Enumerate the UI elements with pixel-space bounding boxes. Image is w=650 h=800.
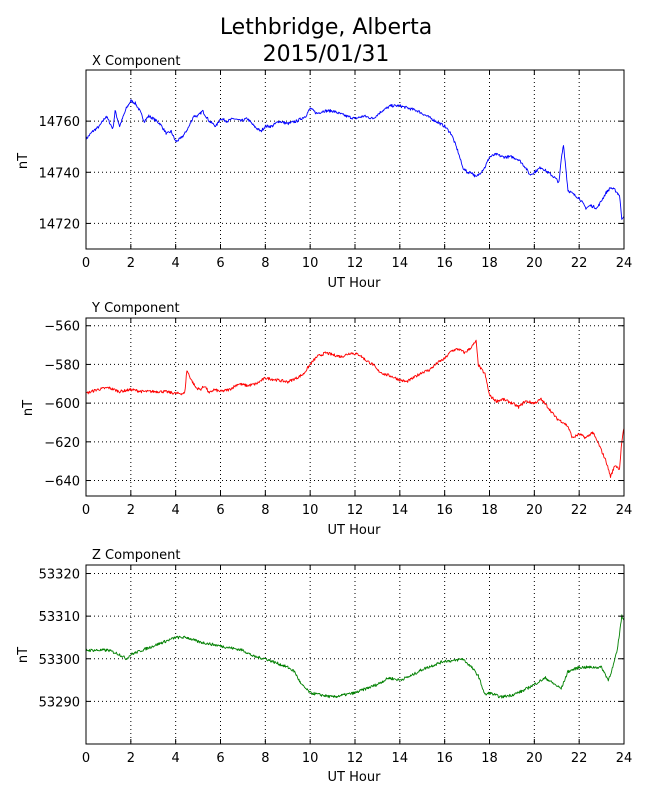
x-component-xtick-label: 22 [571,256,588,271]
z-component-xtick-label: 16 [436,751,453,766]
x-component-xtick-label: 24 [616,256,633,271]
y-component-ylabel: nT [21,400,36,416]
z-component-xtick-label: 22 [571,751,588,766]
x-component-ylabel: nT [16,153,31,169]
z-component-ytick-label: 53320 [39,568,80,583]
z-component-xtick-label: 8 [261,751,269,766]
z-component-ytick-label: 53300 [39,653,80,668]
z-component-series-line [85,614,625,699]
y-component-title: Y Component [91,301,180,316]
y-component-xtick-label: 2 [127,503,135,518]
z-component-ytick-label: 53310 [39,610,80,625]
z-component-xtick-label: 2 [127,751,135,766]
y-component-xlabel: UT Hour [328,523,382,538]
x-component-xtick-label: 2 [127,256,135,271]
z-component-ytick-label: 53290 [39,695,80,710]
y-component-ytick-label: −640 [44,475,80,490]
y-component-xtick-label: 24 [616,503,633,518]
y-component-xtick-label: 0 [82,503,90,518]
y-component-xtick-label: 18 [481,503,498,518]
z-component-xtick-label: 12 [347,751,364,766]
y-component-ytick-label: −600 [44,397,80,412]
y-component-ytick-label: −620 [44,436,80,451]
x-component-xtick-label: 20 [526,256,543,271]
y-component-xtick-label: 4 [172,503,180,518]
y-component-xtick-label: 22 [571,503,588,518]
y-component-ytick-label: −560 [44,320,80,335]
y-component-xtick-label: 8 [261,503,269,518]
z-component-xtick-label: 4 [172,751,180,766]
x-component-xlabel: UT Hour [328,276,382,291]
y-component-xtick-label: 14 [392,503,409,518]
x-component-xtick-label: 8 [261,256,269,271]
y-component-xtick-label: 6 [216,503,224,518]
x-component-ytick-label: 14760 [39,115,80,130]
y-component-ytick-label: −580 [44,358,80,373]
z-component-ylabel: nT [16,647,31,663]
z-component-title: Z Component [92,548,181,563]
figure-title-line1: Lethbridge, Alberta [220,15,432,40]
z-component-xtick-label: 24 [616,751,633,766]
y-component-series-line [85,339,625,479]
x-component-ytick-label: 14740 [39,166,80,181]
x-component-xtick-label: 16 [436,256,453,271]
x-component-xtick-label: 4 [172,256,180,271]
z-component-xtick-label: 20 [526,751,543,766]
z-component-panel: Z Component UT Hour nT 0 2 4 6 8 10 12 14 16 18 20… [16,548,632,785]
z-component-xtick-label: 0 [82,751,90,766]
x-component-xtick-label: 0 [82,256,90,271]
y-component-xtick-label: 10 [302,503,319,518]
y-component-xtick-label: 12 [347,503,364,518]
x-component-series-line [85,99,625,220]
x-component-panel: X Component UT Hour nT 0 2 4 6 8 10 12 14 16 18 20… [16,54,632,291]
x-component-title: X Component [92,54,181,69]
x-component-ytick-label: 14720 [39,217,80,232]
z-component-xtick-label: 6 [216,751,224,766]
y-component-xtick-label: 16 [436,503,453,518]
x-component-xtick-label: 6 [216,256,224,271]
z-component-xtick-label: 10 [302,751,319,766]
y-component-panel: Y Component UT Hour nT 0 2 4 6 8 10 12 14 16 18 20… [21,301,632,538]
z-component-xlabel: UT Hour [328,770,382,785]
x-component-xtick-label: 12 [347,256,364,271]
x-component-xtick-label: 10 [302,256,319,271]
figure-title-line2: 2015/01/31 [263,42,390,67]
y-component-xtick-label: 20 [526,503,543,518]
z-component-xtick-label: 18 [481,751,498,766]
x-component-xtick-label: 14 [392,256,409,271]
z-component-xtick-label: 14 [392,751,409,766]
x-component-xtick-label: 18 [481,256,498,271]
